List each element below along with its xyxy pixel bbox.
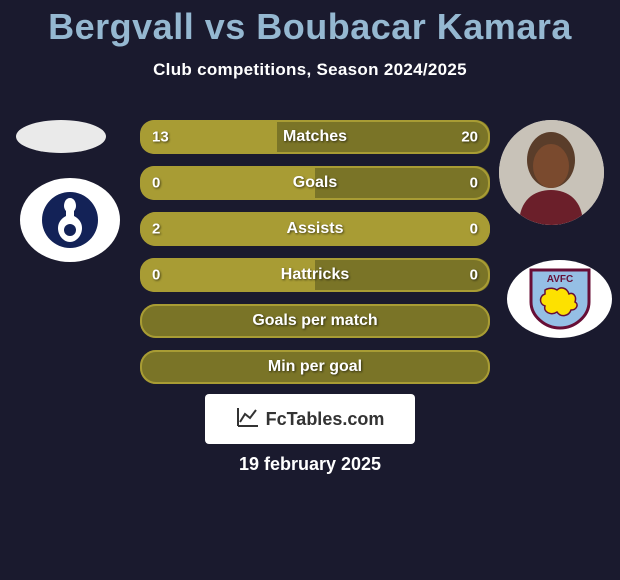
player-silhouette-icon	[499, 120, 604, 225]
stat-label: Goals	[293, 174, 337, 192]
chart-icon	[236, 406, 260, 433]
stat-label: Hattricks	[281, 266, 349, 284]
stat-value-right: 0	[470, 267, 478, 284]
stats-area: Matches1320Goals00Assists20Hattricks00Go…	[140, 120, 490, 396]
stat-bar-right	[315, 166, 490, 200]
tottenham-crest-icon	[40, 190, 100, 250]
player-left-photo	[16, 120, 106, 153]
svg-text:AVFC: AVFC	[546, 274, 572, 285]
stat-label: Matches	[283, 128, 347, 146]
stat-row: Min per goal	[140, 350, 490, 384]
stat-row: Matches 13 20	[140, 120, 490, 154]
stat-bar-left	[140, 166, 315, 200]
branding-text: FcTables.com	[266, 409, 385, 430]
club-right-badge: AVFC	[507, 260, 612, 338]
stat-row: Assists 2 0	[140, 212, 490, 246]
player-right-photo	[499, 120, 604, 225]
stat-value-right: 20	[461, 129, 478, 146]
club-left-badge	[20, 178, 120, 262]
page-title: Bergvall vs Boubacar Kamara	[0, 0, 620, 48]
stat-value-left: 2	[152, 221, 160, 238]
stat-row: Goals per match	[140, 304, 490, 338]
stat-label: Min per goal	[268, 358, 362, 376]
stat-row: Hattricks 0 0	[140, 258, 490, 292]
stat-value-left: 0	[152, 175, 160, 192]
stat-label: Assists	[287, 220, 344, 238]
stat-value-right: 0	[470, 175, 478, 192]
branding-box[interactable]: FcTables.com	[205, 394, 415, 444]
aston-villa-crest-icon: AVFC	[521, 266, 599, 332]
stat-value-left: 0	[152, 267, 160, 284]
stat-value-left: 13	[152, 129, 169, 146]
stat-row: Goals 0 0	[140, 166, 490, 200]
stat-value-right: 0	[470, 221, 478, 238]
page-subtitle: Club competitions, Season 2024/2025	[0, 60, 620, 80]
stat-label: Goals per match	[252, 312, 377, 330]
date-text: 19 february 2025	[239, 454, 381, 475]
